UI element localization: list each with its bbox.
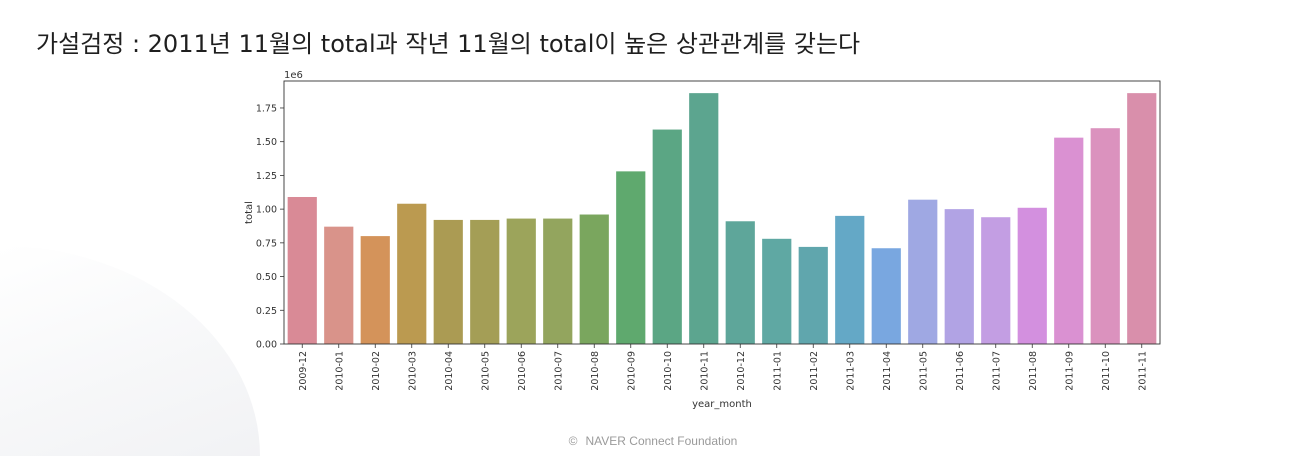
- x-tick-label: 2010-04: [444, 351, 455, 391]
- y-axis-label: total: [244, 201, 255, 224]
- y-tick-label: 1.50: [256, 137, 277, 148]
- x-tick-label: 2011-08: [1028, 351, 1039, 391]
- bar-2011-10: [1090, 128, 1120, 344]
- bar-2010-10: [652, 129, 682, 344]
- bar-2011-11: [1127, 93, 1157, 344]
- x-tick-label: 2010-07: [553, 351, 564, 391]
- x-tick-label: 2011-11: [1137, 351, 1148, 391]
- footer-text: NAVER Connect Foundation: [585, 434, 738, 448]
- x-tick-label: 2009-12: [298, 351, 309, 391]
- bar-2010-12: [725, 221, 755, 344]
- x-axis: 2009-12 2010-01 2010-02 2010-03 2010-04 2010-…: [298, 344, 1148, 391]
- bar-2010-08: [579, 214, 609, 344]
- x-tick-label: 2011-07: [991, 351, 1002, 391]
- slide-title: 가설검정 : 2011년 11월의 total과 작년 11월의 total이 …: [36, 30, 861, 58]
- y-tick-label: 1.00: [256, 205, 277, 216]
- copyright-icon: ©: [568, 434, 578, 448]
- x-tick-label: 2011-01: [772, 351, 783, 391]
- bar-2011-02: [798, 246, 828, 344]
- bar-2011-09: [1054, 137, 1084, 344]
- x-tick-label: 2011-06: [955, 351, 966, 391]
- x-tick-label: 2010-02: [371, 351, 382, 391]
- y-scale-label: 1e6: [284, 70, 303, 81]
- x-tick-label: 2011-09: [1064, 351, 1075, 391]
- x-tick-label: 2011-10: [1101, 351, 1112, 391]
- y-axis: 0.00 0.25 0.50 0.75 1.00 1.25 1.50 1.75: [256, 103, 284, 351]
- bar-2011-05: [908, 199, 938, 344]
- bar-2010-06: [506, 218, 536, 344]
- bar-2010-09: [616, 171, 646, 344]
- bars-group: [287, 93, 1157, 344]
- x-tick-label: 2010-09: [626, 351, 637, 391]
- bar-2011-08: [1017, 207, 1047, 344]
- footer: © NAVER Connect Foundation: [0, 434, 1306, 448]
- bar-2010-03: [397, 203, 427, 344]
- y-tick-label: 0.00: [256, 340, 277, 351]
- x-axis-label: year_month: [692, 399, 752, 410]
- bar-2010-07: [543, 218, 573, 344]
- y-tick-label: 0.75: [256, 238, 277, 249]
- bar-2009-12: [287, 196, 317, 344]
- x-tick-label: 2010-11: [699, 351, 710, 391]
- y-tick-label: 1.25: [256, 171, 277, 182]
- bar-2010-01: [324, 226, 354, 344]
- x-tick-label: 2011-04: [882, 351, 893, 391]
- bar-2011-01: [762, 238, 792, 344]
- x-tick-label: 2010-03: [407, 351, 418, 391]
- y-tick-label: 1.75: [256, 103, 277, 114]
- plot-frame: [283, 80, 1161, 345]
- y-tick-label: 0.50: [256, 272, 277, 283]
- bar-2010-04: [433, 219, 463, 344]
- x-tick-label: 2010-01: [334, 351, 345, 391]
- x-tick-label: 2011-02: [809, 351, 820, 391]
- x-tick-label: 2010-06: [517, 351, 528, 391]
- bar-2010-02: [360, 236, 390, 344]
- bar-2010-11: [689, 93, 719, 344]
- bar-2010-05: [470, 219, 500, 344]
- bar-2011-04: [871, 248, 901, 344]
- x-tick-label: 2010-08: [590, 351, 601, 391]
- x-tick-label: 2010-12: [736, 351, 747, 391]
- x-tick-label: 2010-10: [663, 351, 674, 391]
- bar-2011-07: [981, 217, 1011, 344]
- x-tick-label: 2011-05: [918, 351, 929, 391]
- y-tick-label: 0.25: [256, 306, 277, 317]
- bar-2011-06: [944, 209, 974, 344]
- x-tick-label: 2011-03: [845, 351, 856, 391]
- x-tick-label: 2010-05: [480, 351, 491, 391]
- bar-2011-03: [835, 215, 865, 344]
